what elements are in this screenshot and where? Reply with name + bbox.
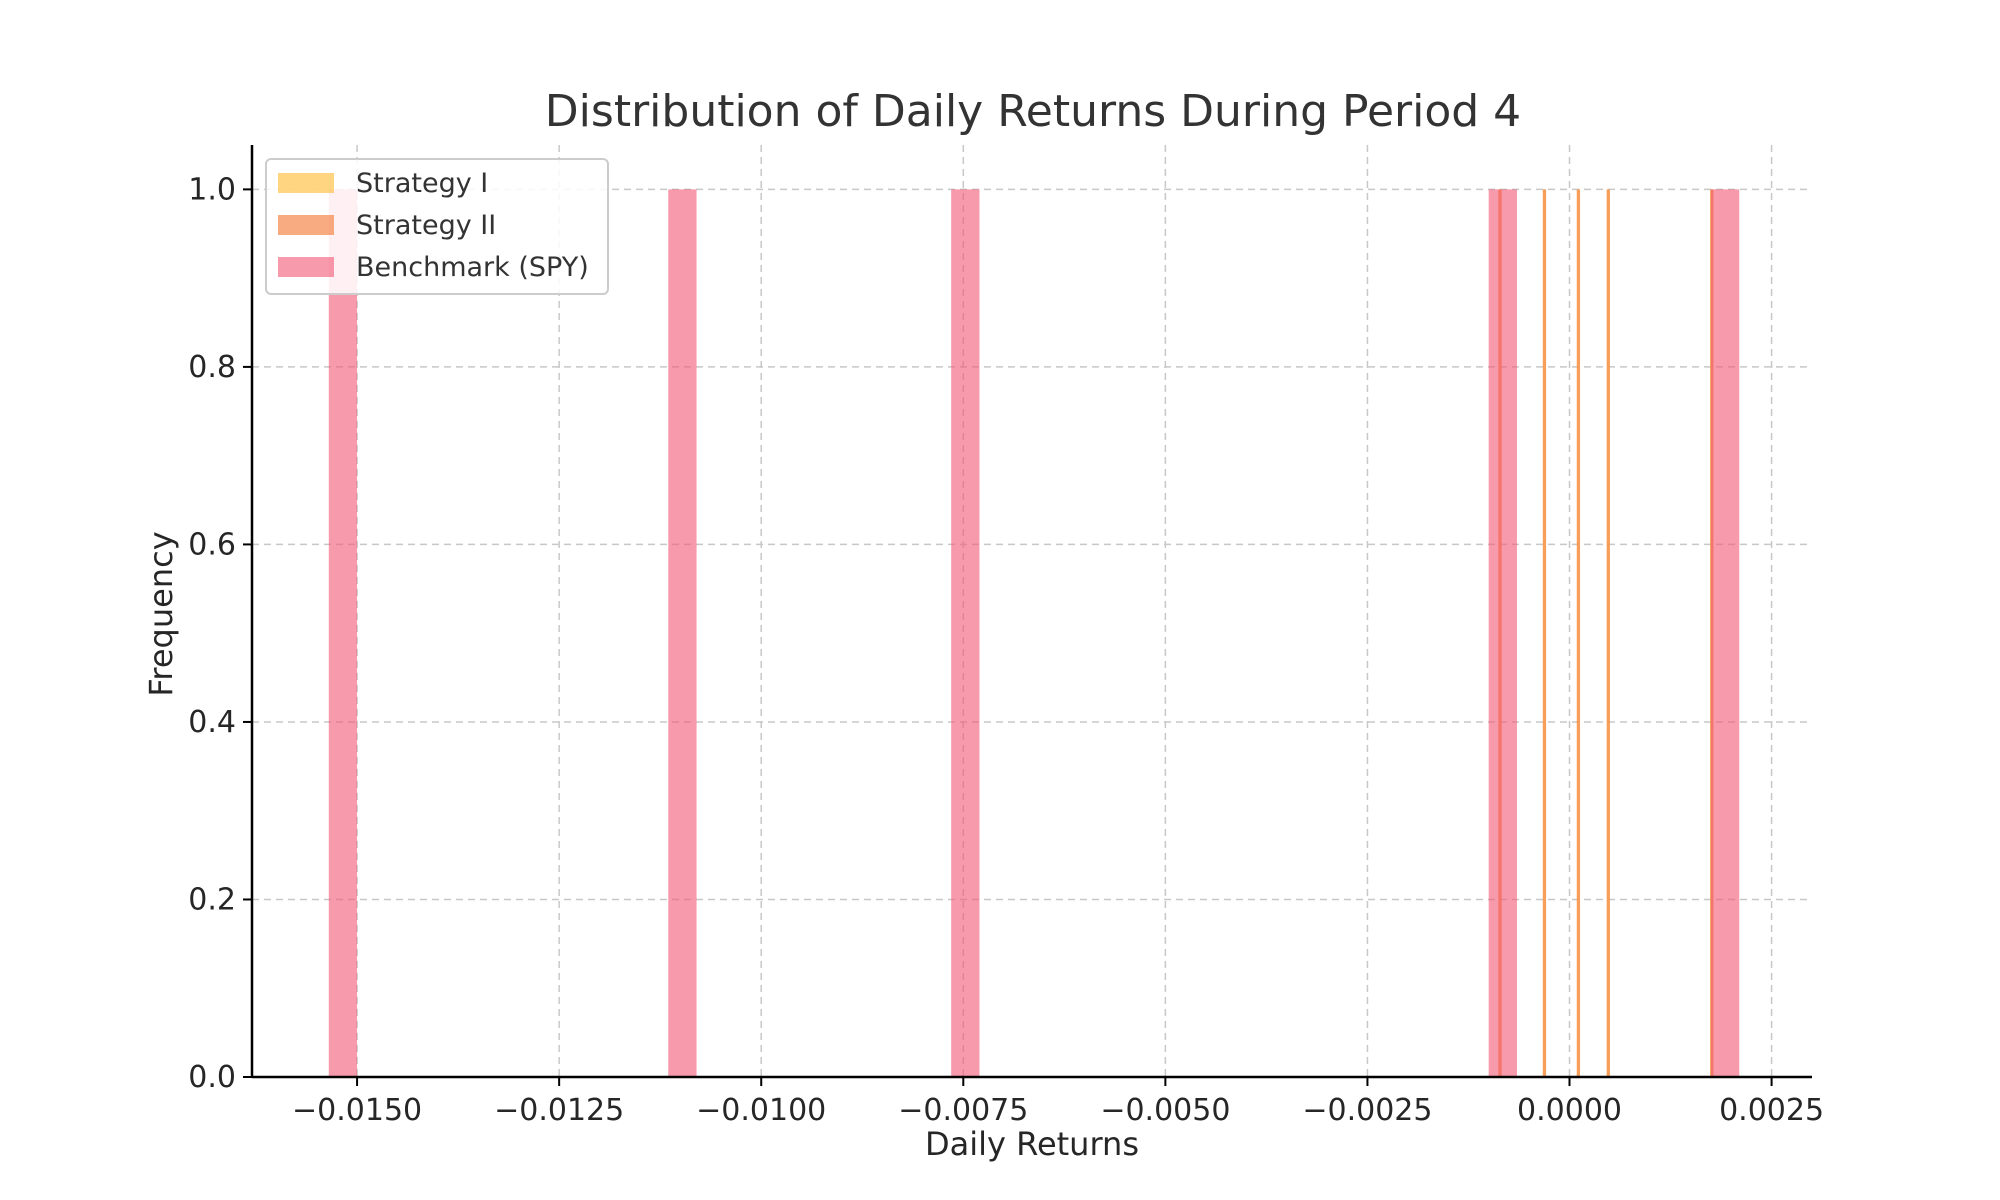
legend-swatch bbox=[278, 257, 334, 277]
x-tick-label: −0.0075 bbox=[898, 1093, 1028, 1128]
legend-label: Benchmark (SPY) bbox=[356, 252, 589, 283]
bar-benchmark-spy bbox=[1710, 189, 1740, 1077]
bar-benchmark-spy bbox=[668, 189, 697, 1077]
y-tick-label: 0.4 bbox=[188, 705, 236, 740]
bar-benchmark-spy bbox=[1488, 189, 1517, 1077]
chart-title: Distribution of Daily Returns During Per… bbox=[545, 86, 1521, 137]
y-axis-label: Frequency bbox=[142, 531, 180, 696]
legend: Strategy I Strategy II Benchmark (SPY) bbox=[265, 158, 609, 295]
bar-strategy-ii bbox=[1542, 189, 1547, 1077]
legend-box bbox=[265, 158, 609, 295]
y-ticks: 0.0 0.2 0.4 0.6 0.8 1.0 bbox=[188, 172, 252, 1095]
y-tick-label: 0.2 bbox=[188, 882, 236, 917]
legend-swatch bbox=[278, 173, 334, 193]
x-tick-label: −0.0100 bbox=[696, 1093, 826, 1128]
x-tick-label: −0.0150 bbox=[292, 1093, 422, 1128]
bar-strategy-ii bbox=[1576, 189, 1581, 1077]
x-tick-label: 0.0000 bbox=[1517, 1093, 1622, 1128]
legend-swatch bbox=[278, 215, 334, 235]
x-tick-label: 0.0025 bbox=[1719, 1093, 1824, 1128]
x-ticks: −0.0150 −0.0125 −0.0100 −0.0075 −0.0050 −0.00… bbox=[292, 1077, 1824, 1128]
legend-label: Strategy I bbox=[356, 168, 488, 199]
bars bbox=[328, 189, 1740, 1077]
y-tick-label: 0.6 bbox=[188, 527, 236, 562]
axes bbox=[250, 145, 1812, 1079]
y-tick-label: 0.0 bbox=[188, 1060, 236, 1095]
x-tick-label: −0.0050 bbox=[1100, 1093, 1230, 1128]
bar-benchmark-spy bbox=[328, 189, 358, 1077]
x-tick-label: −0.0025 bbox=[1302, 1093, 1432, 1128]
y-tick-label: 1.0 bbox=[188, 172, 236, 207]
bar-strategy-ii bbox=[1606, 189, 1610, 1077]
x-tick-label: −0.0125 bbox=[494, 1093, 624, 1128]
legend-label: Strategy II bbox=[356, 210, 496, 241]
x-axis-label: Daily Returns bbox=[925, 1125, 1139, 1163]
y-tick-label: 0.8 bbox=[188, 350, 236, 385]
bar-benchmark-spy bbox=[951, 189, 980, 1077]
